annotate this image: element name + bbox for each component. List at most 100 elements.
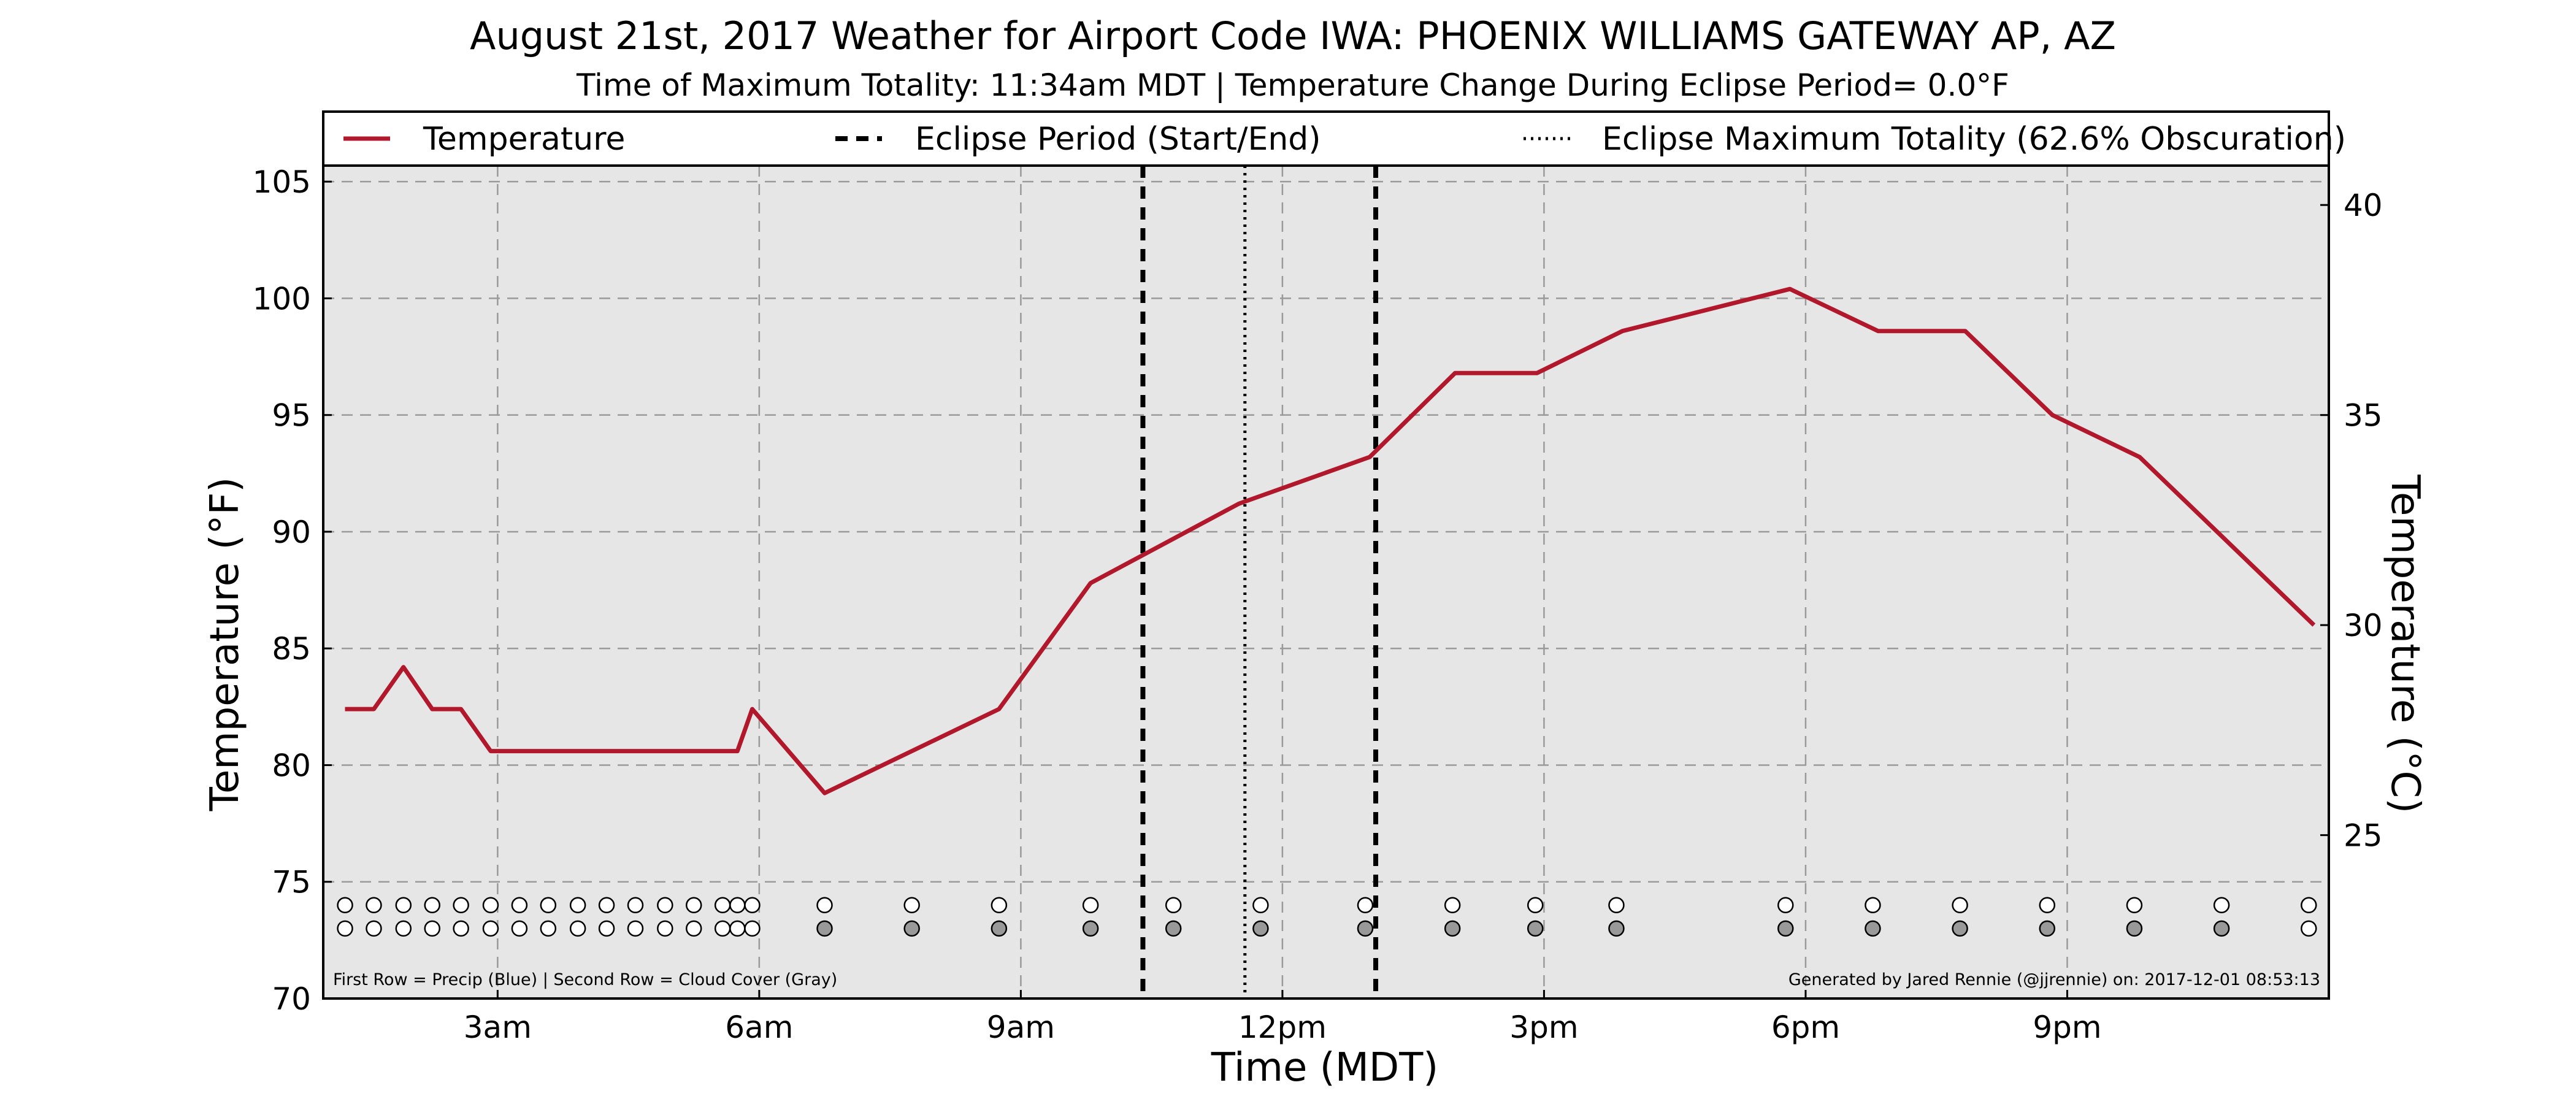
chart-subtitle: Time of Maximum Totality: 11:34am MDT | …	[576, 67, 2009, 103]
cloud-cover-marker	[424, 920, 440, 937]
cloud-cover-marker	[598, 920, 615, 937]
precip-marker	[540, 897, 557, 914]
x-axis: 3am 6am 9am 12pm 3pm 6pm 9pm	[464, 990, 2102, 1045]
precip-marker	[685, 897, 702, 914]
cloud-cover-marker	[1777, 920, 1794, 937]
precip-marker	[2039, 897, 2056, 914]
precip-marker	[569, 897, 586, 914]
precip-marker	[1777, 897, 1794, 914]
cloud-cover-marker	[2213, 920, 2230, 937]
y-right-tick-label: 40	[2344, 188, 2383, 223]
legend: Temperature Eclipse Period (Start/End) Ecl…	[322, 110, 2346, 167]
y-axis-right-label: Temperature (°C)	[2382, 474, 2428, 813]
precip-marker	[2301, 897, 2317, 914]
cloud-cover-marker	[1165, 920, 1182, 937]
legend-eclipse-period-label: Eclipse Period (Start/End)	[915, 121, 1321, 158]
y-axis-left-label: Temperature (°F)	[202, 477, 248, 812]
precip-marker	[1444, 897, 1461, 914]
cloud-cover-marker	[1952, 920, 1968, 937]
precip-marker	[1165, 897, 1182, 914]
precip-marker	[729, 897, 746, 914]
precip-marker	[598, 897, 615, 914]
cloud-cover-marker	[627, 920, 644, 937]
precip-marker	[627, 897, 644, 914]
precip-marker	[816, 897, 833, 914]
cloud-cover-marker	[714, 920, 731, 937]
cloud-cover-marker	[1252, 920, 1269, 937]
cloud-cover-marker	[1865, 920, 1881, 937]
precip-marker	[744, 897, 761, 914]
precip-marker	[482, 897, 499, 914]
cloud-cover-marker	[2039, 920, 2056, 937]
precip-marker	[991, 897, 1008, 914]
precip-marker	[2213, 897, 2230, 914]
legend-temperature-label: Temperature	[423, 121, 625, 158]
x-tick-label: 6am	[725, 1010, 793, 1045]
y-tick-label: 95	[272, 398, 311, 434]
precip-marker	[903, 897, 920, 914]
cloud-cover-marker	[744, 920, 761, 937]
cloud-cover-marker	[569, 920, 586, 937]
legend-box	[322, 110, 2330, 167]
x-tick-label: 9am	[987, 1010, 1055, 1045]
cloud-cover-marker	[453, 920, 469, 937]
plot-area: First Row = Precip (Blue) | Second Row =…	[322, 110, 2330, 1000]
plot-background	[323, 166, 2329, 999]
y-axis-left: 70 75 80 85 90 95 100 105	[253, 164, 332, 1017]
y-tick-label: 75	[272, 865, 311, 900]
cloud-cover-marker	[991, 920, 1008, 937]
x-tick-label: 12pm	[1238, 1010, 1327, 1045]
x-axis-label: Time (MDT)	[1211, 1045, 1439, 1091]
precip-marker	[424, 897, 440, 914]
cloud-cover-marker	[2126, 920, 2143, 937]
cloud-cover-marker	[685, 920, 702, 937]
cloud-cover-marker	[337, 920, 353, 937]
cloud-cover-marker	[395, 920, 412, 937]
y-right-tick-label: 30	[2344, 608, 2383, 643]
cloud-cover-marker	[2301, 920, 2317, 937]
y-tick-label: 90	[272, 515, 311, 550]
row-note: First Row = Precip (Blue) | Second Row =…	[333, 970, 837, 989]
credit-note: Generated by Jared Rennie (@jjrennie) on…	[1788, 970, 2320, 989]
cloud-cover-marker	[482, 920, 499, 937]
x-tick-label: 9pm	[2033, 1010, 2101, 1045]
y-axis-right: 25 30 35 40	[2320, 188, 2383, 854]
precip-marker	[1252, 897, 1269, 914]
precip-marker	[1952, 897, 1968, 914]
cloud-cover-marker	[366, 920, 382, 937]
cloud-cover-marker	[540, 920, 557, 937]
y-tick-label: 85	[272, 631, 311, 667]
y-tick-label: 80	[272, 748, 311, 783]
x-tick-label: 6pm	[1771, 1010, 1840, 1045]
precip-marker	[337, 897, 353, 914]
cloud-cover-marker	[816, 920, 833, 937]
precip-marker	[1527, 897, 1544, 914]
precip-marker	[1082, 897, 1099, 914]
precip-marker	[714, 897, 731, 914]
y-right-tick-label: 35	[2344, 398, 2383, 434]
cloud-cover-marker	[1357, 920, 1374, 937]
y-right-tick-label: 25	[2344, 818, 2383, 854]
y-tick-label: 100	[253, 281, 311, 316]
chart-title: August 21st, 2017 Weather for Airport Co…	[470, 13, 2116, 58]
precip-marker	[657, 897, 673, 914]
x-tick-label: 3pm	[1509, 1010, 1578, 1045]
cloud-cover-marker	[1082, 920, 1099, 937]
temperature-line	[345, 286, 2316, 795]
cloud-cover-marker	[511, 920, 528, 937]
precip-marker	[1357, 897, 1374, 914]
cloud-cover-marker	[1608, 920, 1625, 937]
cloud-cover-marker	[1444, 920, 1461, 937]
precip-marker	[395, 897, 412, 914]
x-tick-label: 3am	[464, 1010, 532, 1045]
precip-marker	[2126, 897, 2143, 914]
legend-eclipse-max-label: Eclipse Maximum Totality (62.6% Obscurat…	[1602, 121, 2346, 158]
y-tick-label: 105	[253, 164, 311, 200]
precip-marker	[453, 897, 469, 914]
cloud-cover-marker	[903, 920, 920, 937]
precip-marker	[366, 897, 382, 914]
precip-marker	[1865, 897, 1881, 914]
cloud-cover-marker	[1527, 920, 1544, 937]
cloud-cover-marker	[729, 920, 746, 937]
